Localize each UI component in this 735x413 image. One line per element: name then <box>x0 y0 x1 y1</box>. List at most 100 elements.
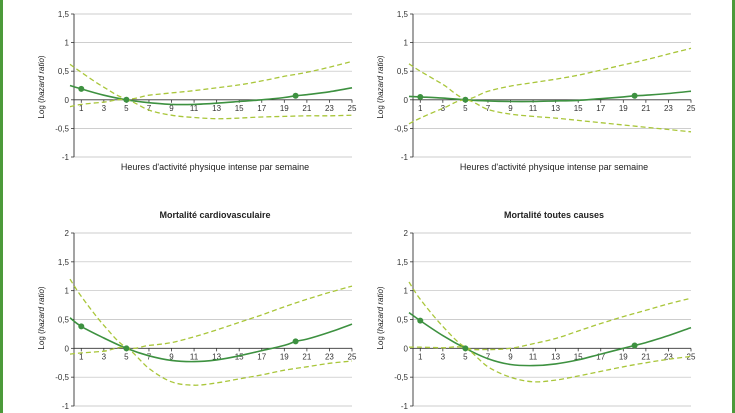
y-tick-label: -1 <box>401 402 409 411</box>
x-tick-label: 1 <box>418 352 423 361</box>
x-tick-label: 19 <box>280 352 289 361</box>
x-tick-label: 13 <box>551 352 560 361</box>
x-tick-label: 9 <box>169 104 174 113</box>
y-axis-label: Log (hazard ratio) <box>37 286 46 349</box>
y-tick-label: -1 <box>62 153 70 162</box>
y-tick-label: 0 <box>404 344 409 353</box>
series-lower-line <box>69 98 353 120</box>
x-tick-label: 19 <box>280 104 289 113</box>
y-tick-label: 0 <box>65 344 70 353</box>
x-tick-label: 9 <box>169 352 174 361</box>
y-tick-label: -0,5 <box>55 373 69 382</box>
y-tick-label: 0,5 <box>397 316 409 325</box>
panel-title: Mortalité toutes causes <box>504 210 604 220</box>
data-point-marker <box>292 92 299 99</box>
x-tick-label: 23 <box>325 352 334 361</box>
x-tick-label: 11 <box>529 352 538 361</box>
x-tick-label: 13 <box>551 104 560 113</box>
y-tick-label: -0,5 <box>394 124 408 133</box>
x-tick-label: 25 <box>687 352 696 361</box>
x-tick-label: 21 <box>302 104 311 113</box>
panel-4: -1-0,500,511,521 3 5 7 9 11 13 15 17 19 21 23 25Log … <box>376 210 696 411</box>
data-point-marker <box>292 338 299 345</box>
x-axis-label: Heures d'activité physique intense par s… <box>460 162 648 172</box>
series-lower-line <box>408 346 692 383</box>
y-tick-label: 0,5 <box>58 316 70 325</box>
data-point-marker <box>78 323 85 330</box>
x-tick-label: 13 <box>212 104 221 113</box>
x-tick-label: 17 <box>257 352 266 361</box>
x-tick-label: 5 <box>463 352 468 361</box>
series-lower-line <box>408 99 692 133</box>
x-tick-label: 3 <box>441 104 446 113</box>
series-lower-line <box>69 346 353 386</box>
x-tick-label: 15 <box>574 352 583 361</box>
x-tick-label: 15 <box>235 352 244 361</box>
x-tick-label: 7 <box>147 104 152 113</box>
x-tick-label: 1 <box>418 104 423 113</box>
y-tick-label: -1 <box>62 402 70 411</box>
series-upper-line <box>69 60 353 100</box>
x-tick-label: 19 <box>619 352 628 361</box>
x-tick-label: 3 <box>441 352 446 361</box>
y-tick-label: 1,5 <box>58 258 70 267</box>
y-tick-label: 0,5 <box>397 67 409 76</box>
y-axis-label: Log (hazard ratio) <box>376 55 385 118</box>
y-tick-label: 2 <box>65 229 70 238</box>
x-tick-label: 15 <box>574 104 583 113</box>
y-tick-label: 0,5 <box>58 67 70 76</box>
x-tick-label: 11 <box>190 352 199 361</box>
y-tick-label: 1,5 <box>397 10 409 19</box>
series-estimate-line <box>408 311 692 367</box>
x-tick-label: 21 <box>641 352 650 361</box>
x-tick-label: 7 <box>147 352 152 361</box>
x-tick-label: 11 <box>529 104 538 113</box>
y-tick-label: 1 <box>404 39 409 48</box>
x-tick-label: 9 <box>508 104 513 113</box>
x-tick-label: 15 <box>235 104 244 113</box>
x-axis-label: Heures d'activité physique intense par s… <box>121 162 309 172</box>
series-upper-line <box>408 47 692 100</box>
x-tick-label: 17 <box>596 104 605 113</box>
y-axis-label: Log (hazard ratio) <box>376 286 385 349</box>
x-tick-label: 9 <box>508 352 513 361</box>
x-tick-label: 21 <box>302 352 311 361</box>
series-estimate-line <box>408 90 692 103</box>
x-tick-label: 5 <box>124 352 129 361</box>
x-tick-label: 11 <box>190 104 199 113</box>
x-tick-label: 13 <box>212 352 221 361</box>
x-tick-label: 25 <box>687 104 696 113</box>
data-point-marker <box>417 317 424 324</box>
y-tick-label: 1 <box>404 287 409 296</box>
series-upper-line <box>69 278 353 350</box>
x-tick-label: 19 <box>619 104 628 113</box>
y-tick-label: 1,5 <box>397 258 409 267</box>
data-point-marker <box>631 92 638 99</box>
data-point-marker <box>123 345 130 352</box>
panel-3: -1-0,500,511,521 3 5 7 9 11 13 15 17 19 21 23 25Log … <box>37 210 357 411</box>
y-tick-label: 0 <box>404 96 409 105</box>
x-tick-label: 3 <box>102 104 107 113</box>
y-tick-label: -0,5 <box>55 124 69 133</box>
panel-title: Mortalité cardiovasculaire <box>159 210 270 220</box>
x-tick-label: 3 <box>102 352 107 361</box>
x-tick-label: 23 <box>325 104 334 113</box>
y-tick-label: 1,5 <box>58 10 70 19</box>
x-tick-label: 23 <box>664 104 673 113</box>
data-point-marker <box>417 93 424 100</box>
x-tick-label: 1 <box>79 352 84 361</box>
series-estimate-line <box>69 317 353 363</box>
series-upper-line <box>408 281 692 351</box>
y-tick-label: -1 <box>401 153 409 162</box>
x-tick-label: 7 <box>486 352 491 361</box>
x-tick-label: 23 <box>664 352 673 361</box>
data-point-marker <box>462 96 469 103</box>
x-tick-label: 5 <box>463 104 468 113</box>
x-tick-label: 25 <box>348 104 357 113</box>
y-tick-label: 1 <box>65 39 70 48</box>
data-point-marker <box>462 345 469 352</box>
x-tick-label: 25 <box>348 352 357 361</box>
